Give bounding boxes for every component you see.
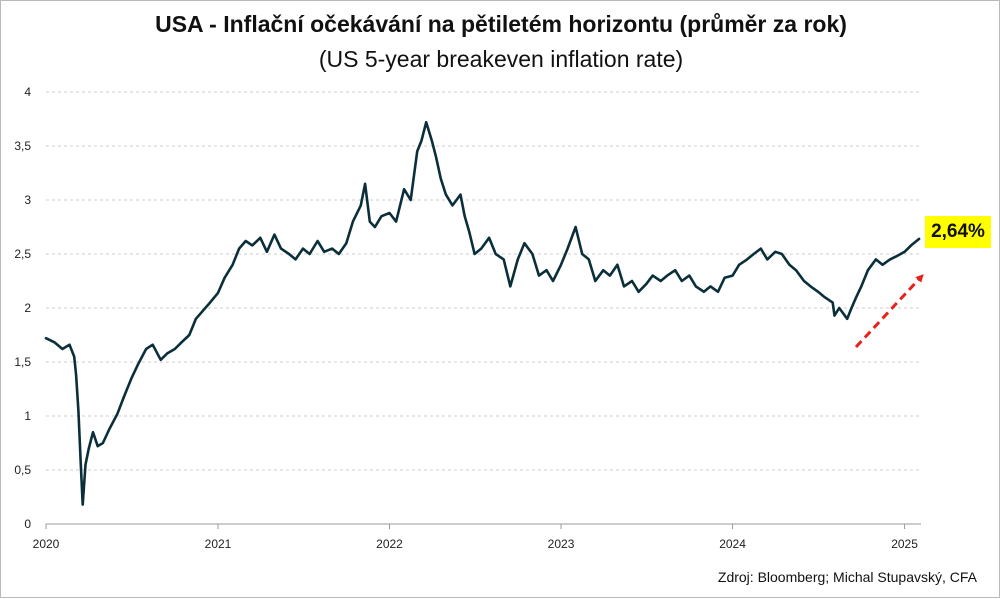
x-tick-label: 2024 — [719, 537, 746, 551]
source-note: Zdroj: Bloomberg; Michal Stupavský, CFA — [717, 569, 977, 585]
y-tick-label: 1 — [24, 409, 31, 423]
x-tick-label: 2020 — [33, 537, 60, 551]
x-tick-label: 2023 — [548, 537, 575, 551]
x-tick-label: 2022 — [376, 537, 403, 551]
series-layer — [44, 120, 921, 506]
latest-value-callout: 2,64% — [925, 216, 991, 248]
y-tick-label: 2,5 — [14, 247, 31, 261]
y-tick-label: 3 — [24, 193, 31, 207]
y-tick-label: 0 — [24, 517, 31, 531]
y-tick-label: 3,5 — [14, 139, 31, 153]
y-tick-label: 1,5 — [14, 355, 31, 369]
x-tick-label: 2025 — [891, 537, 918, 551]
y-tick-label: 4 — [24, 85, 31, 99]
trend-arrow — [854, 274, 924, 349]
gridlines — [46, 91, 921, 471]
axes: 0 0,5 1 1,5 2 2,5 3 3,5 4 2020 2021 2022 2023 2024 202… — [14, 85, 921, 551]
series-line — [44, 120, 921, 506]
chart-subtitle: (US 5-year breakeven inflation rate) — [318, 46, 684, 72]
y-tick-label: 0,5 — [14, 463, 31, 477]
y-tick-label: 2 — [24, 301, 31, 315]
x-tick-label: 2021 — [205, 537, 232, 551]
chart-title: USA - Inflační očekávání na pětiletém ho… — [155, 11, 847, 37]
